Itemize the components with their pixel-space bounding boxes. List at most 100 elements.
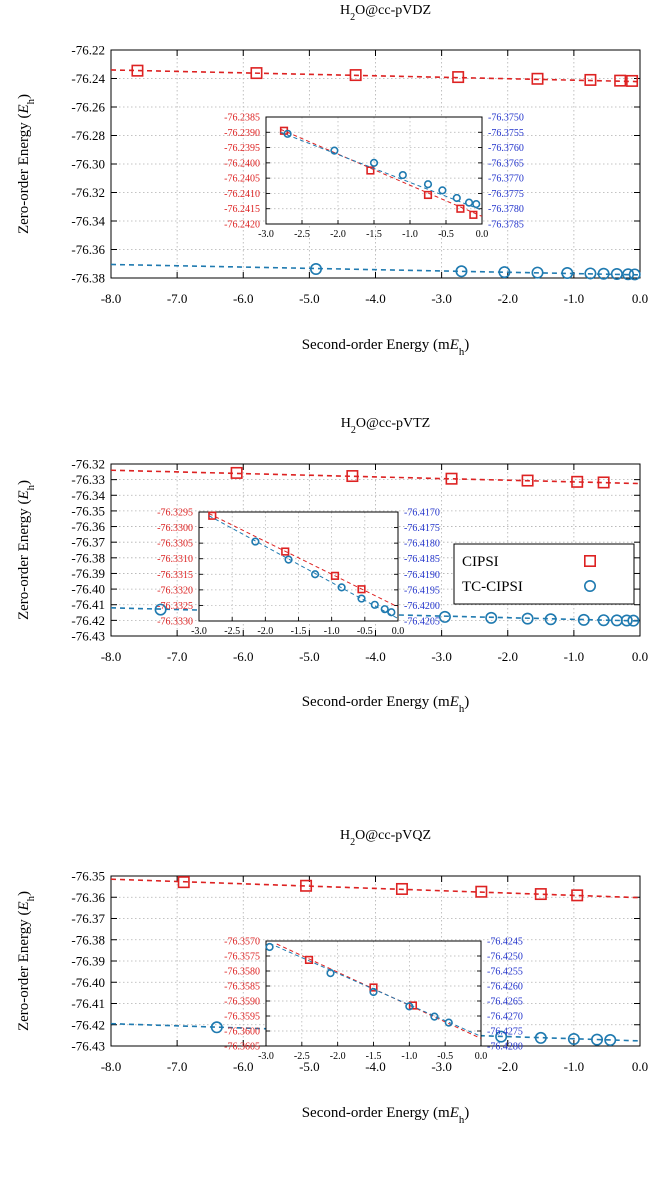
y-axis-label-post: ) [16, 891, 32, 896]
tc-cipsi-marker [531, 266, 544, 279]
x-tick-label: -2.0 [497, 291, 518, 306]
y-axis-label-post: ) [16, 480, 32, 485]
x-tick-label: -4.0 [365, 1059, 386, 1074]
fit-line [110, 469, 641, 485]
y-tick-label: -76.36 [71, 242, 105, 257]
x-axis-label-ital: E [449, 337, 459, 353]
tc-cipsi-marker [610, 268, 623, 281]
x-tick-label: -8.0 [101, 1059, 122, 1074]
inset-y-right-tick-label: -76.3765 [488, 158, 524, 169]
y-axis-label-post: ) [16, 94, 32, 99]
tc-cipsi-marker [265, 942, 274, 952]
inset-y-right-tick-label: -76.3760 [488, 143, 524, 154]
inset-y-left-tick-label: -76.2385 [224, 113, 260, 124]
tc-cipsi-marker [398, 170, 407, 180]
inset-series-cipsi [208, 511, 399, 608]
inset-y-right-tick-label: -76.4280 [487, 1042, 523, 1053]
tc-cipsi-marker [310, 570, 320, 579]
legend-box [453, 543, 635, 605]
tc-cipsi-marker [583, 579, 596, 592]
x-tick-label: -5.0 [299, 1059, 320, 1074]
tc-cipsi-marker [210, 1021, 223, 1034]
inset-y-right-tick-label: -76.4245 [487, 937, 523, 948]
x-tick-label: 0.0 [632, 291, 648, 306]
inset-3: -3.0 -2.5 -2.0 -1.5 -1.0 -0.5 0.0 -76.3570 -76.3… [224, 937, 523, 1063]
inset-y-right-tick-label: -76.3775 [488, 189, 524, 200]
y-tick-label: -76.34 [71, 214, 105, 229]
x-tick-label: -2.0 [497, 1059, 518, 1074]
inset-x-tick-label: -1.5 [291, 626, 307, 637]
y-tick-label: -76.30 [71, 157, 105, 172]
inset-y-left-tick-label: -76.3325 [157, 601, 193, 612]
y-tick-label: -76.32 [71, 185, 105, 200]
inset-y-left-tick-label: -76.2410 [224, 189, 260, 200]
tc-cipsi-marker [357, 594, 366, 603]
y-axis-label-sub: h [25, 484, 37, 490]
inset-y-left-tick-label: -76.3300 [157, 523, 193, 534]
x-tick-label: -4.0 [365, 291, 386, 306]
tc-cipsi-marker [455, 265, 468, 278]
tc-cipsi-marker [326, 968, 335, 978]
cipsi-marker [626, 74, 639, 87]
inset-x-tick-label: -1.0 [401, 1051, 417, 1062]
tc-cipsi-marker [438, 610, 451, 623]
tc-cipsi-marker [251, 537, 260, 546]
inset-y-right-tick-label: -76.4255 [487, 967, 523, 978]
y-tick-label: -76.38 [71, 932, 105, 947]
tc-cipsi-marker [577, 613, 590, 626]
x-tick-label: 0.0 [632, 649, 648, 664]
tc-cipsi-marker [438, 186, 447, 195]
inset-y-right-tick-label: -76.4185 [404, 554, 440, 565]
y-tick-label: -76.40 [71, 975, 105, 990]
x-tick-label: -1.0 [564, 1059, 585, 1074]
cipsi-marker [408, 1001, 418, 1010]
cipsi-marker [230, 466, 243, 479]
y-tick-label: -76.39 [71, 954, 105, 969]
tc-cipsi-marker [627, 614, 640, 627]
inset-x-tick-label: -0.5 [357, 626, 373, 637]
tc-cipsi-marker [284, 555, 293, 564]
inset-x-tick-label: -2.5 [294, 1051, 310, 1062]
inset-x-tick-label: -2.0 [257, 626, 273, 637]
cipsi-marker [452, 71, 465, 84]
y-tick-label: -76.37 [71, 911, 105, 926]
x-axis-label-sub: h [459, 346, 465, 358]
y-tick-label: -76.22 [71, 43, 105, 58]
legend-label-tc-cipsi: TC-CIPSI [462, 579, 523, 595]
x-axis-label-pre: Second-order Energy (m [302, 337, 450, 353]
y-axis-label: Zero-order Energy (Eh) [16, 94, 37, 234]
x-axis-label-post: ) [464, 1105, 469, 1121]
chart-title: H2O@cc-pVQZ [340, 828, 431, 848]
tc-cipsi-marker [472, 200, 481, 209]
cipsi-marker [300, 879, 313, 892]
inset-y-right-tick-label: -76.4260 [487, 982, 523, 993]
inset-y-right-tick-label: -76.4250 [487, 952, 523, 963]
inset-x-tick-label: -1.5 [366, 229, 382, 240]
inset-y-left-tick-label: -76.3315 [157, 570, 193, 581]
x-axis-label-ital: E [449, 694, 459, 710]
x-tick-label: 0.0 [632, 1059, 648, 1074]
x-axis-label-sub: h [459, 1114, 465, 1126]
inset-y-right-tick-label: -76.4270 [487, 1012, 523, 1023]
x-tick-label: -8.0 [101, 649, 122, 664]
x-axis-label: Second-order Energy (mEh) [302, 694, 470, 715]
x-tick-label: -8.0 [101, 291, 122, 306]
inset-y-right-tick-label: -76.3750 [488, 113, 524, 124]
chart-title-post: O@cc-pVQZ [355, 828, 431, 843]
inset-x-tick-label: 0.0 [475, 1051, 488, 1062]
y-tick-label: -76.33 [71, 472, 105, 487]
inset-y-right-tick-label: -76.4170 [404, 508, 440, 519]
tc-cipsi-marker [498, 266, 511, 279]
inset-x-tick-label: -2.0 [330, 229, 346, 240]
x-tick-label: -6.0 [233, 649, 254, 664]
cipsi-marker [395, 882, 408, 895]
y-tick-label: -76.43 [71, 1039, 105, 1054]
y-tick-label: -76.41 [71, 996, 105, 1011]
x-tick-label: -1.0 [564, 291, 585, 306]
x-tick-label: -3.0 [431, 649, 452, 664]
chart-title: H2O@cc-pVDZ [340, 3, 431, 23]
cipsi-marker [304, 955, 314, 964]
inset-series-tc-cipsi [208, 515, 399, 619]
panel-2: H2O@cc-pVTZ-8.0 -7.0 -6.0 -5.0 -4.0 -3.0 -2.0-… [16, 416, 648, 715]
